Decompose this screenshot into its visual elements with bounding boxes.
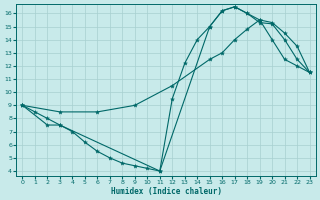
X-axis label: Humidex (Indice chaleur): Humidex (Indice chaleur) bbox=[110, 187, 221, 196]
